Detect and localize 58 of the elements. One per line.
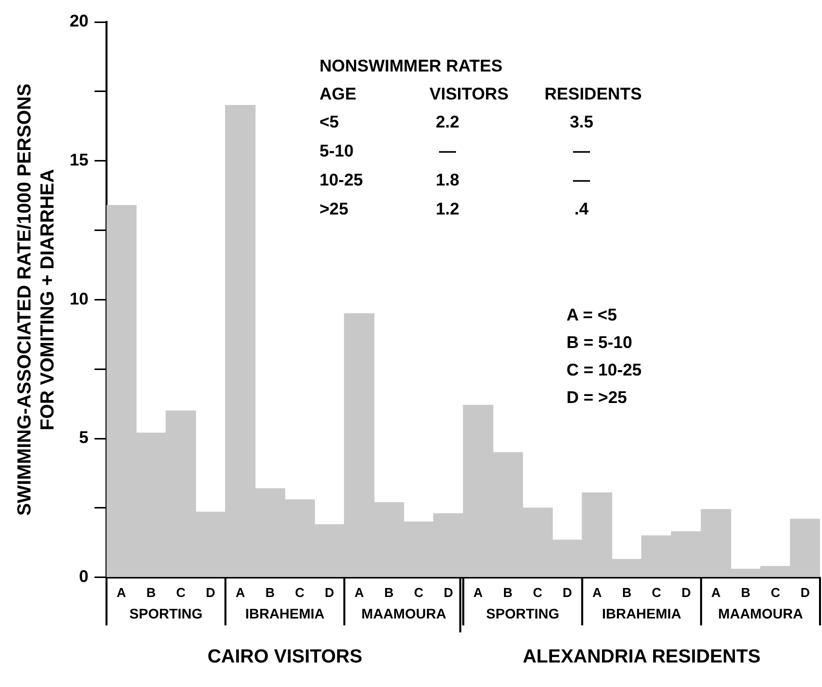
annotation: C = 10-25: [566, 360, 642, 380]
annotation: —: [573, 170, 590, 190]
text: SPORTING: [486, 605, 560, 622]
annotation: 2.2: [436, 112, 460, 132]
x-tick-label: D: [682, 584, 691, 600]
y-tick-label: 5: [79, 428, 89, 448]
x-tick-label: D: [562, 584, 572, 600]
text: IBRAHEMIA: [245, 605, 325, 622]
x-tick-label: C: [295, 584, 306, 600]
annotation: RESIDENTS: [544, 84, 642, 104]
x-tick-label: A: [236, 584, 246, 600]
x-tick-label: C: [770, 584, 781, 600]
y-tick-label: 10: [70, 289, 89, 308]
annotation: 5-10: [320, 142, 354, 161]
annotation: >25: [320, 200, 348, 219]
x-tick-label: C: [532, 584, 543, 600]
annotation: A = <5: [566, 306, 617, 325]
x-tick-label: A: [711, 584, 722, 600]
annotation: 10-25: [320, 170, 363, 190]
x-tick-label: B: [740, 584, 750, 600]
x-tick-label: D: [324, 584, 334, 600]
annotation: —: [573, 142, 590, 161]
annotation: .4: [574, 200, 590, 219]
text: MAAMOURA: [718, 605, 803, 622]
x-tick-label: A: [354, 584, 365, 600]
x-tick-label: B: [622, 584, 632, 600]
x-tick-label: B: [503, 584, 513, 600]
text: IBRAHEMIA: [602, 605, 682, 622]
annotation: D = >25: [566, 388, 628, 408]
x-tick-label: A: [116, 584, 127, 600]
annotation: 1.2: [436, 200, 460, 219]
annotation: NONSWIMMER RATES: [320, 56, 502, 76]
annotation: 1.8: [436, 170, 460, 190]
annotation: VISITORS: [430, 84, 509, 104]
x-tick-label: A: [592, 584, 602, 600]
x-tick-label: B: [384, 584, 394, 600]
x-tick-label: B: [265, 584, 275, 600]
y-tick-label: 0: [79, 567, 89, 586]
x-tick-label: C: [176, 584, 186, 600]
x-tick-label: C: [414, 584, 424, 600]
annotation: AGE: [320, 84, 356, 104]
annotation: —: [439, 142, 456, 161]
text: SPORTING: [129, 605, 203, 622]
x-tick-label: B: [146, 584, 156, 600]
annotation: <5: [320, 112, 339, 132]
text: ALEXANDRIA RESIDENTS: [522, 646, 761, 668]
x-tick-label: A: [473, 584, 484, 600]
text: CAIRO VISITORS: [207, 646, 362, 668]
x-tick-label: C: [652, 584, 662, 600]
x-tick-label: D: [206, 584, 216, 600]
y-axis-title: SWIMMING-ASSOCIATED RATE/1000 PERSONS FOR VOMITING + DIARRHEA: [14, 84, 58, 516]
annotation: 3.5: [570, 112, 594, 132]
y-tick-label: 20: [70, 12, 89, 31]
annotation: B = 5-10: [566, 333, 632, 352]
x-tick-label: D: [444, 584, 454, 600]
x-tick-label: D: [800, 584, 810, 600]
text: MAAMOURA: [361, 605, 446, 622]
y-tick-label: 15: [70, 150, 89, 170]
